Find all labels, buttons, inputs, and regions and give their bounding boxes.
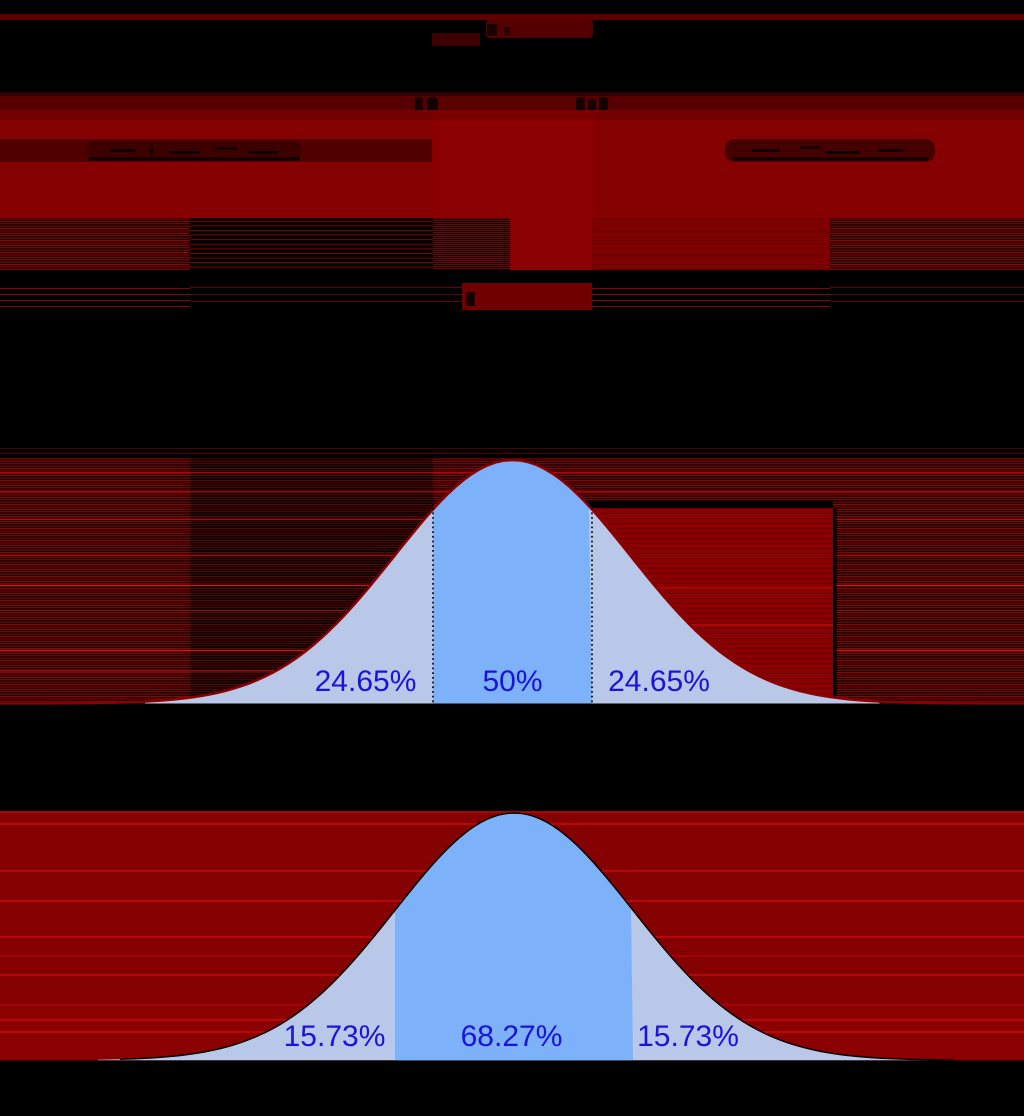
svg-text:68.27%: 68.27%	[461, 1020, 563, 1053]
svg-text:15.73%: 15.73%	[637, 1020, 739, 1053]
svg-text:50%: 50%	[482, 665, 542, 698]
svg-text:24.65%: 24.65%	[315, 665, 417, 698]
svg-text:15.73%: 15.73%	[284, 1020, 386, 1053]
svg-text:24.65%: 24.65%	[608, 665, 710, 698]
